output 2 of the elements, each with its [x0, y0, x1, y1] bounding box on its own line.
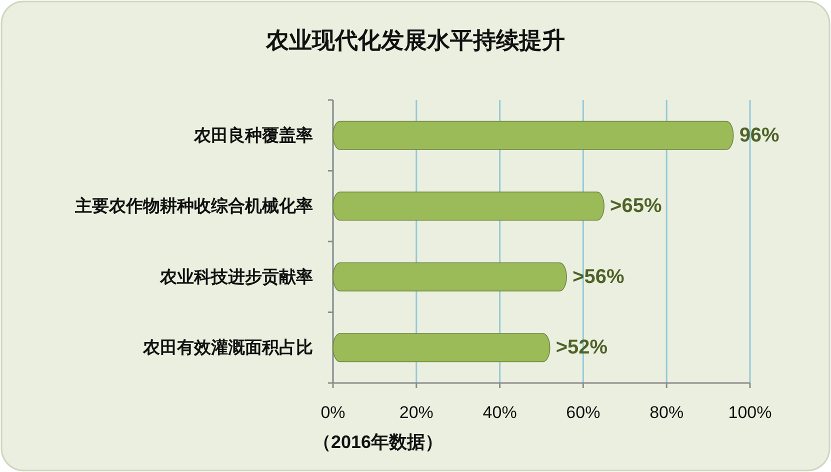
annotation: （2016年数据） — [312, 432, 444, 452]
title: 农业现代化发展水平持续提升 — [266, 28, 565, 53]
